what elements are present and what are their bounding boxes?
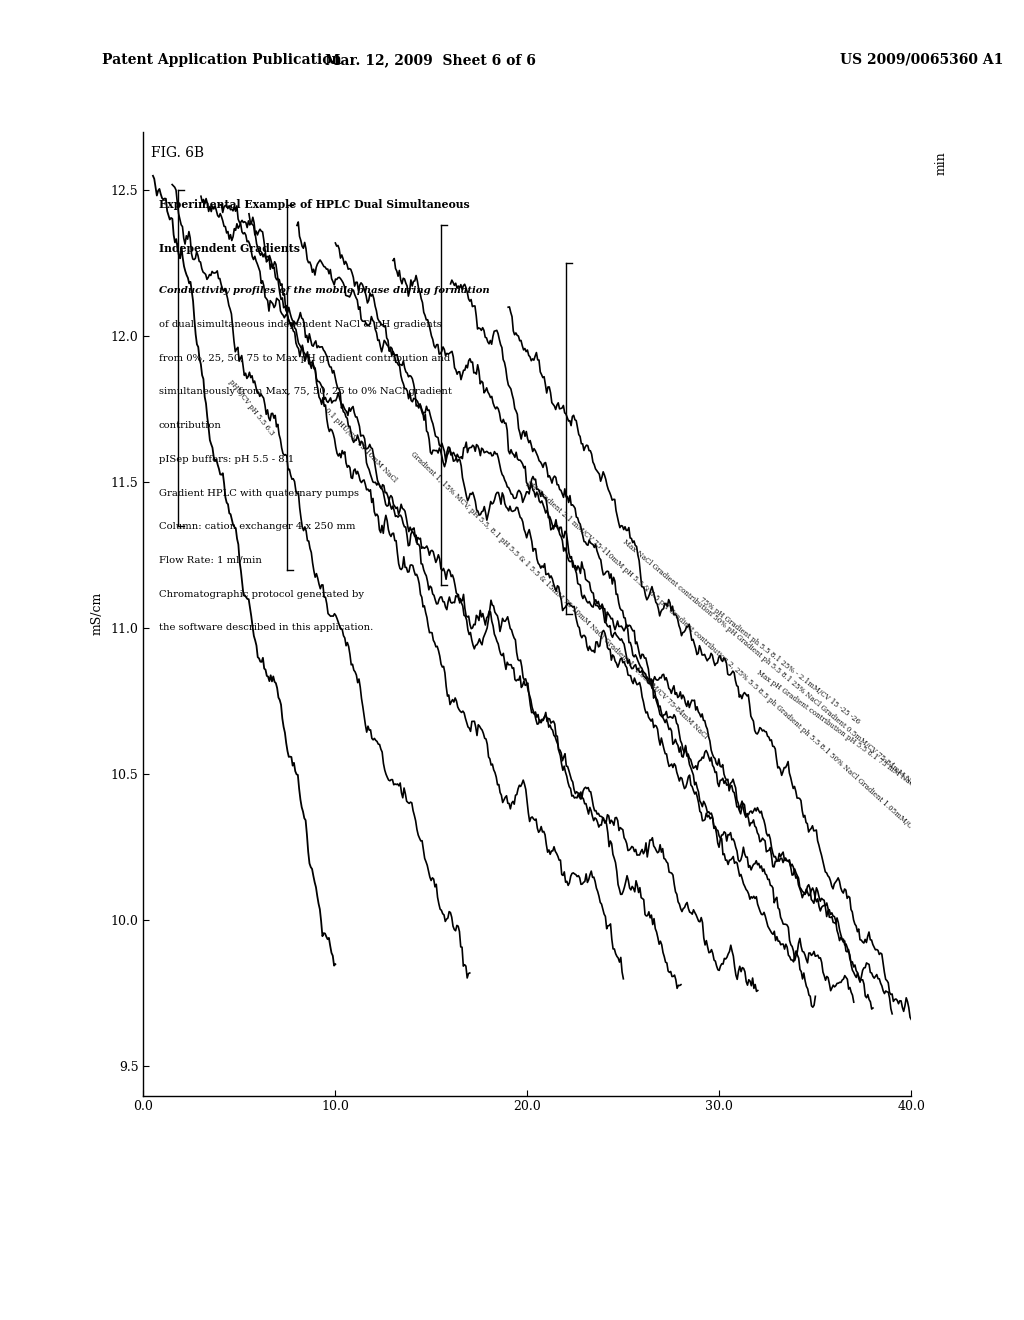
- Text: Max NaCl Gradient contribution 50% pH Gradient ph 5.5 8.1 25% NaCl Gradient 0.5m: Max NaCl Gradient contribution 50% pH Gr…: [621, 537, 921, 792]
- Text: 0.1 pHU/CV, 75-10mM NaCl: 0.1 pHU/CV, 75-10mM NaCl: [323, 407, 398, 484]
- Text: pISep buffers: pH 5.5 - 8.1: pISep buffers: pH 5.5 - 8.1: [159, 455, 294, 463]
- Text: Independent Gradients: Independent Gradients: [159, 243, 300, 253]
- Text: FIG. 6B: FIG. 6B: [152, 147, 204, 161]
- Text: from 0%, 25, 50, 75 to Max pH gradient contribution and: from 0%, 25, 50, 75 to Max pH gradient c…: [159, 354, 450, 363]
- Text: US 2009/0065360 A1: US 2009/0065360 A1: [840, 53, 1004, 67]
- Text: pHU/CV pH 5.5 6.3: pHU/CV pH 5.5 6.3: [226, 378, 275, 437]
- Text: Gradient HPLC with quaternary pumps: Gradient HPLC with quaternary pumps: [159, 488, 358, 498]
- Text: Gradient 1, 15% MCV, pH 5.5, 8.1 pH 5.5 & 1 5.5 & 15mM 75-10mM NaCl Gradient 1, : Gradient 1, 15% MCV, pH 5.5, 8.1 pH 5.5 …: [410, 450, 710, 741]
- Text: Patent Application Publication: Patent Application Publication: [102, 53, 342, 67]
- Text: 75% pH Gradient ph 5.5 8.1 25% - 2.1mM/CV 15 -25 -26: 75% pH Gradient ph 5.5 8.1 25% - 2.1mM/C…: [697, 597, 861, 726]
- Text: Flow Rate: 1 ml/min: Flow Rate: 1 ml/min: [159, 556, 261, 565]
- Text: Column: cation exchanger 4 x 250 mm: Column: cation exchanger 4 x 250 mm: [159, 523, 355, 531]
- Text: of dual simultaneous independent NaCl & pH gradients: of dual simultaneous independent NaCl & …: [159, 319, 441, 329]
- Text: simultaneously from Max, 75, 50, 25 to 0% NaCl gradient: simultaneously from Max, 75, 50, 25 to 0…: [159, 387, 452, 396]
- Y-axis label: mS/cm: mS/cm: [91, 593, 103, 635]
- Text: pH Gradient 2.1 mM/CV 75-110mM pH 5.5 & 8.5 pH Gradient contribution 2, 25% 5.5 : pH Gradient 2.1 mM/CV 75-110mM pH 5.5 & …: [524, 479, 958, 871]
- Text: min: min: [934, 152, 947, 176]
- Text: contribution: contribution: [159, 421, 221, 430]
- Text: Chromatographic protocol generated by: Chromatographic protocol generated by: [159, 590, 364, 599]
- Text: Conductivity profiles of the mobile phase during formation: Conductivity profiles of the mobile phas…: [159, 286, 489, 296]
- Text: Max pH Gradient contribution pH 5.5 8.1 75 mM NaCl: Max pH Gradient contribution pH 5.5 8.1 …: [756, 669, 918, 789]
- Text: Experimental Example of HPLC Dual Simultaneous: Experimental Example of HPLC Dual Simult…: [159, 199, 469, 210]
- Text: the software described in this application.: the software described in this applicati…: [159, 623, 373, 632]
- Text: Mar. 12, 2009  Sheet 6 of 6: Mar. 12, 2009 Sheet 6 of 6: [325, 53, 536, 67]
